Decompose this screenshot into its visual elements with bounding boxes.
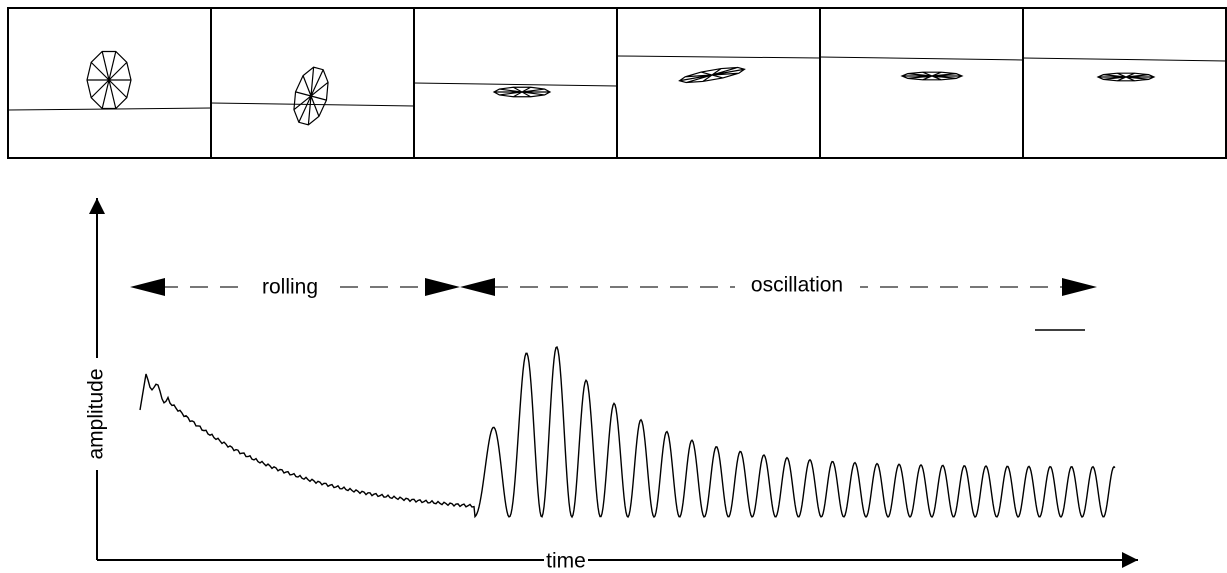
wheel <box>1096 72 1156 82</box>
phase-arrows: rolling oscillation <box>130 272 1097 331</box>
waveform <box>139 345 1116 519</box>
x-axis-label: time <box>546 550 586 573</box>
wheel <box>678 66 746 84</box>
label-bg <box>248 274 332 302</box>
wheel <box>492 86 552 98</box>
frame-strip <box>7 7 1227 159</box>
chart-axes <box>89 198 1138 568</box>
horizon <box>210 102 415 107</box>
label-bg <box>735 272 860 300</box>
horizon <box>819 56 1024 61</box>
horizon <box>1022 57 1227 62</box>
rolling-label: rolling <box>262 276 318 299</box>
oscillation-label: oscillation <box>751 274 843 297</box>
wheel <box>86 50 132 110</box>
label-bg <box>544 550 588 572</box>
wheel <box>293 66 329 126</box>
wheel <box>900 71 964 81</box>
y-axis-label: amplitude <box>85 368 108 459</box>
horizon <box>616 55 821 59</box>
horizon <box>413 82 618 87</box>
label-bg <box>86 358 108 470</box>
